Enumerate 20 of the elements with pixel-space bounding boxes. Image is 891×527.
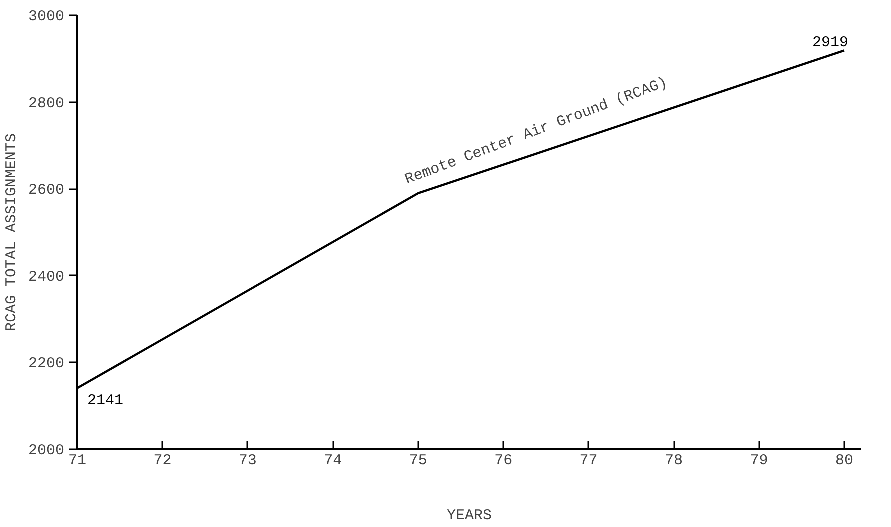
x-tick-label: 72 [154, 452, 172, 470]
x-tick-label: 75 [409, 452, 428, 470]
x-tick-label: 76 [494, 452, 513, 470]
x-axis-title: YEARS [446, 508, 492, 524]
x-tick-label: 73 [238, 452, 257, 470]
y-tick-label: 2800 [28, 95, 65, 112]
data-label: 2919 [812, 34, 848, 52]
y-tick-label: 3000 [28, 8, 65, 26]
y-axis-title: RCAG TOTAL ASSIGNMENTS [3, 133, 20, 332]
y-tick-label: 2200 [28, 356, 65, 373]
x-tick-label: 78 [665, 452, 684, 470]
y-tick-label: 2600 [28, 182, 65, 200]
data-label: 2141 [88, 392, 124, 410]
x-tick-label: 80 [835, 452, 854, 470]
x-tick-label: 77 [580, 452, 598, 470]
x-tick-label: 74 [324, 452, 342, 470]
y-tick-label: 2400 [28, 268, 65, 286]
x-tick-label: 79 [750, 452, 768, 470]
x-tick-label: 71 [68, 452, 87, 470]
y-tick-label: 2000 [28, 442, 65, 460]
